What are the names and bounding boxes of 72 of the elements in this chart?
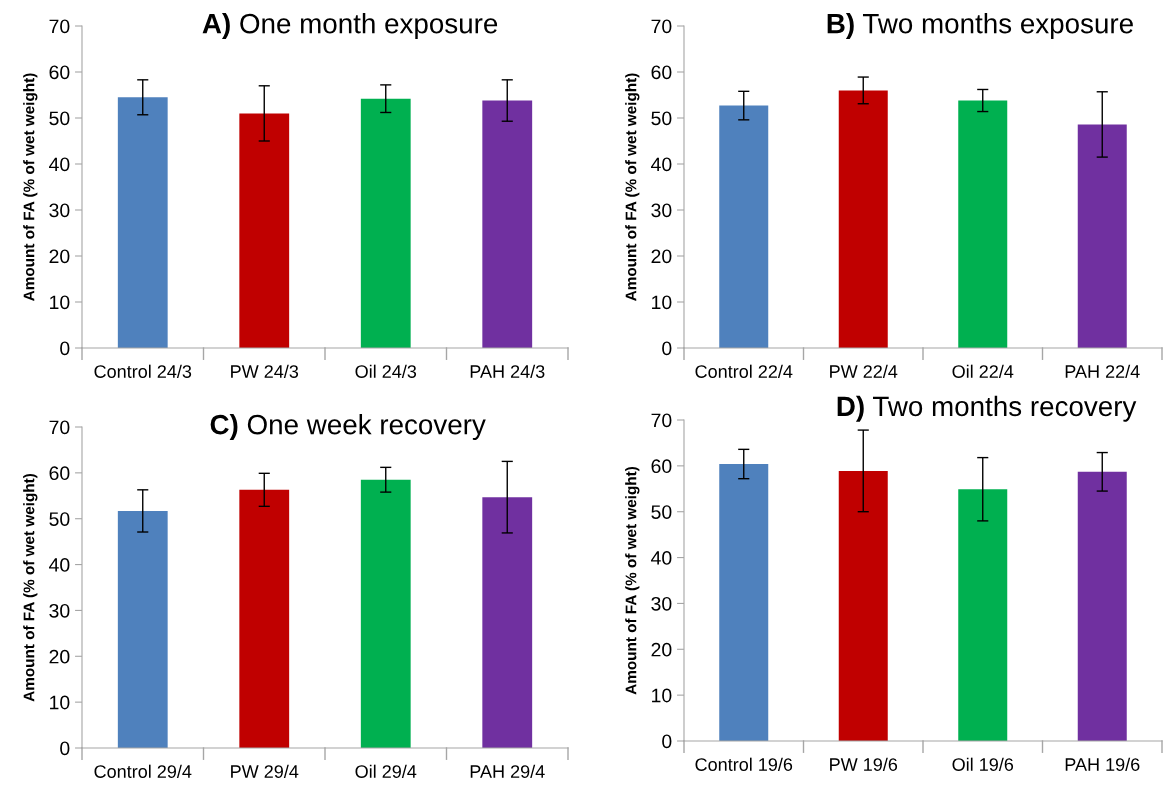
x-tick-label: PAH 22/4 xyxy=(1065,364,1140,378)
y-tick-label: 60 xyxy=(651,459,672,474)
y-axis-title: Amount of FA (% of wet weight) xyxy=(625,73,640,301)
bar xyxy=(360,98,411,348)
chart-title: D) Two months recovery xyxy=(837,395,1137,422)
y-tick-label: 20 xyxy=(49,249,70,264)
x-tick-label: Oil 24/3 xyxy=(355,364,417,378)
bar xyxy=(117,510,168,748)
y-tick-label: 10 xyxy=(652,688,672,703)
x-tick-label: PW 22/4 xyxy=(830,364,898,378)
x-tick-label: PAH 29/4 xyxy=(470,764,545,778)
y-tick-label: 70 xyxy=(49,19,70,34)
y-tick-label: 40 xyxy=(651,551,672,565)
x-tick-label: PW 24/3 xyxy=(231,364,299,378)
y-tick-label: 40 xyxy=(49,558,70,572)
x-tick-label: Control 29/4 xyxy=(94,764,192,778)
y-axis-title: Amount of FA (% of wet weight) xyxy=(625,466,640,695)
y-tick-label: 50 xyxy=(49,512,70,526)
x-tick-label: Control 19/6 xyxy=(695,757,793,771)
chart-title: C) One week recovery xyxy=(210,414,486,440)
y-tick-label: 0 xyxy=(662,734,672,749)
bar xyxy=(239,489,290,748)
y-tick-label: 70 xyxy=(49,420,70,435)
y-tick-label: 30 xyxy=(49,203,70,218)
y-tick-label: 20 xyxy=(651,249,672,264)
y-tick-label: 70 xyxy=(651,413,672,428)
bar xyxy=(360,479,411,748)
y-tick-label: 0 xyxy=(60,741,70,756)
bar xyxy=(482,497,533,748)
y-tick-label: 0 xyxy=(662,341,672,356)
y-tick-label: 0 xyxy=(60,341,70,356)
y-tick-label: 30 xyxy=(49,603,70,618)
bar xyxy=(117,97,168,348)
y-tick-label: 20 xyxy=(651,642,672,657)
y-tick-label: 60 xyxy=(49,65,70,80)
y-tick-label: 50 xyxy=(49,111,70,126)
y-tick-label: 40 xyxy=(49,157,70,172)
bar xyxy=(239,113,290,348)
x-tick-label: PW 19/6 xyxy=(830,757,898,771)
x-tick-label: Control 24/3 xyxy=(94,364,192,378)
x-tick-label: PAH 19/6 xyxy=(1065,757,1140,771)
chart-title: A) One month exposure xyxy=(202,13,498,39)
x-tick-label: Control 22/4 xyxy=(695,364,793,378)
y-tick-label: 10 xyxy=(50,695,70,710)
y-tick-label: 60 xyxy=(651,65,672,80)
y-tick-label: 40 xyxy=(651,157,672,172)
y-tick-label: 60 xyxy=(49,466,70,481)
x-tick-label: Oil 19/6 xyxy=(952,757,1014,771)
y-tick-label: 10 xyxy=(652,295,672,310)
y-axis-title: Amount of FA (% of wet weight) xyxy=(23,73,38,301)
bar xyxy=(719,105,769,348)
bar xyxy=(958,489,1008,741)
y-tick-label: 20 xyxy=(49,649,70,664)
x-tick-label: Oil 22/4 xyxy=(952,364,1014,378)
bar xyxy=(1077,124,1127,348)
y-tick-label: 70 xyxy=(651,19,672,34)
bar xyxy=(1077,471,1127,741)
x-tick-label: PAH 24/3 xyxy=(470,364,545,378)
bar xyxy=(719,464,769,741)
x-tick-label: PW 29/4 xyxy=(231,764,299,778)
y-tick-label: 30 xyxy=(651,203,672,218)
y-tick-label: 10 xyxy=(50,295,70,310)
x-tick-label: Oil 29/4 xyxy=(355,764,417,778)
y-axis-title: Amount of FA (% of wet weight) xyxy=(23,473,38,702)
y-tick-label: 50 xyxy=(651,111,672,126)
chart-title: B) Two months exposure xyxy=(827,13,1133,39)
bar xyxy=(958,100,1008,348)
y-tick-label: 50 xyxy=(651,505,672,519)
y-tick-label: 30 xyxy=(651,596,672,611)
bar xyxy=(482,100,533,348)
bar xyxy=(838,470,888,741)
bar xyxy=(838,90,888,348)
